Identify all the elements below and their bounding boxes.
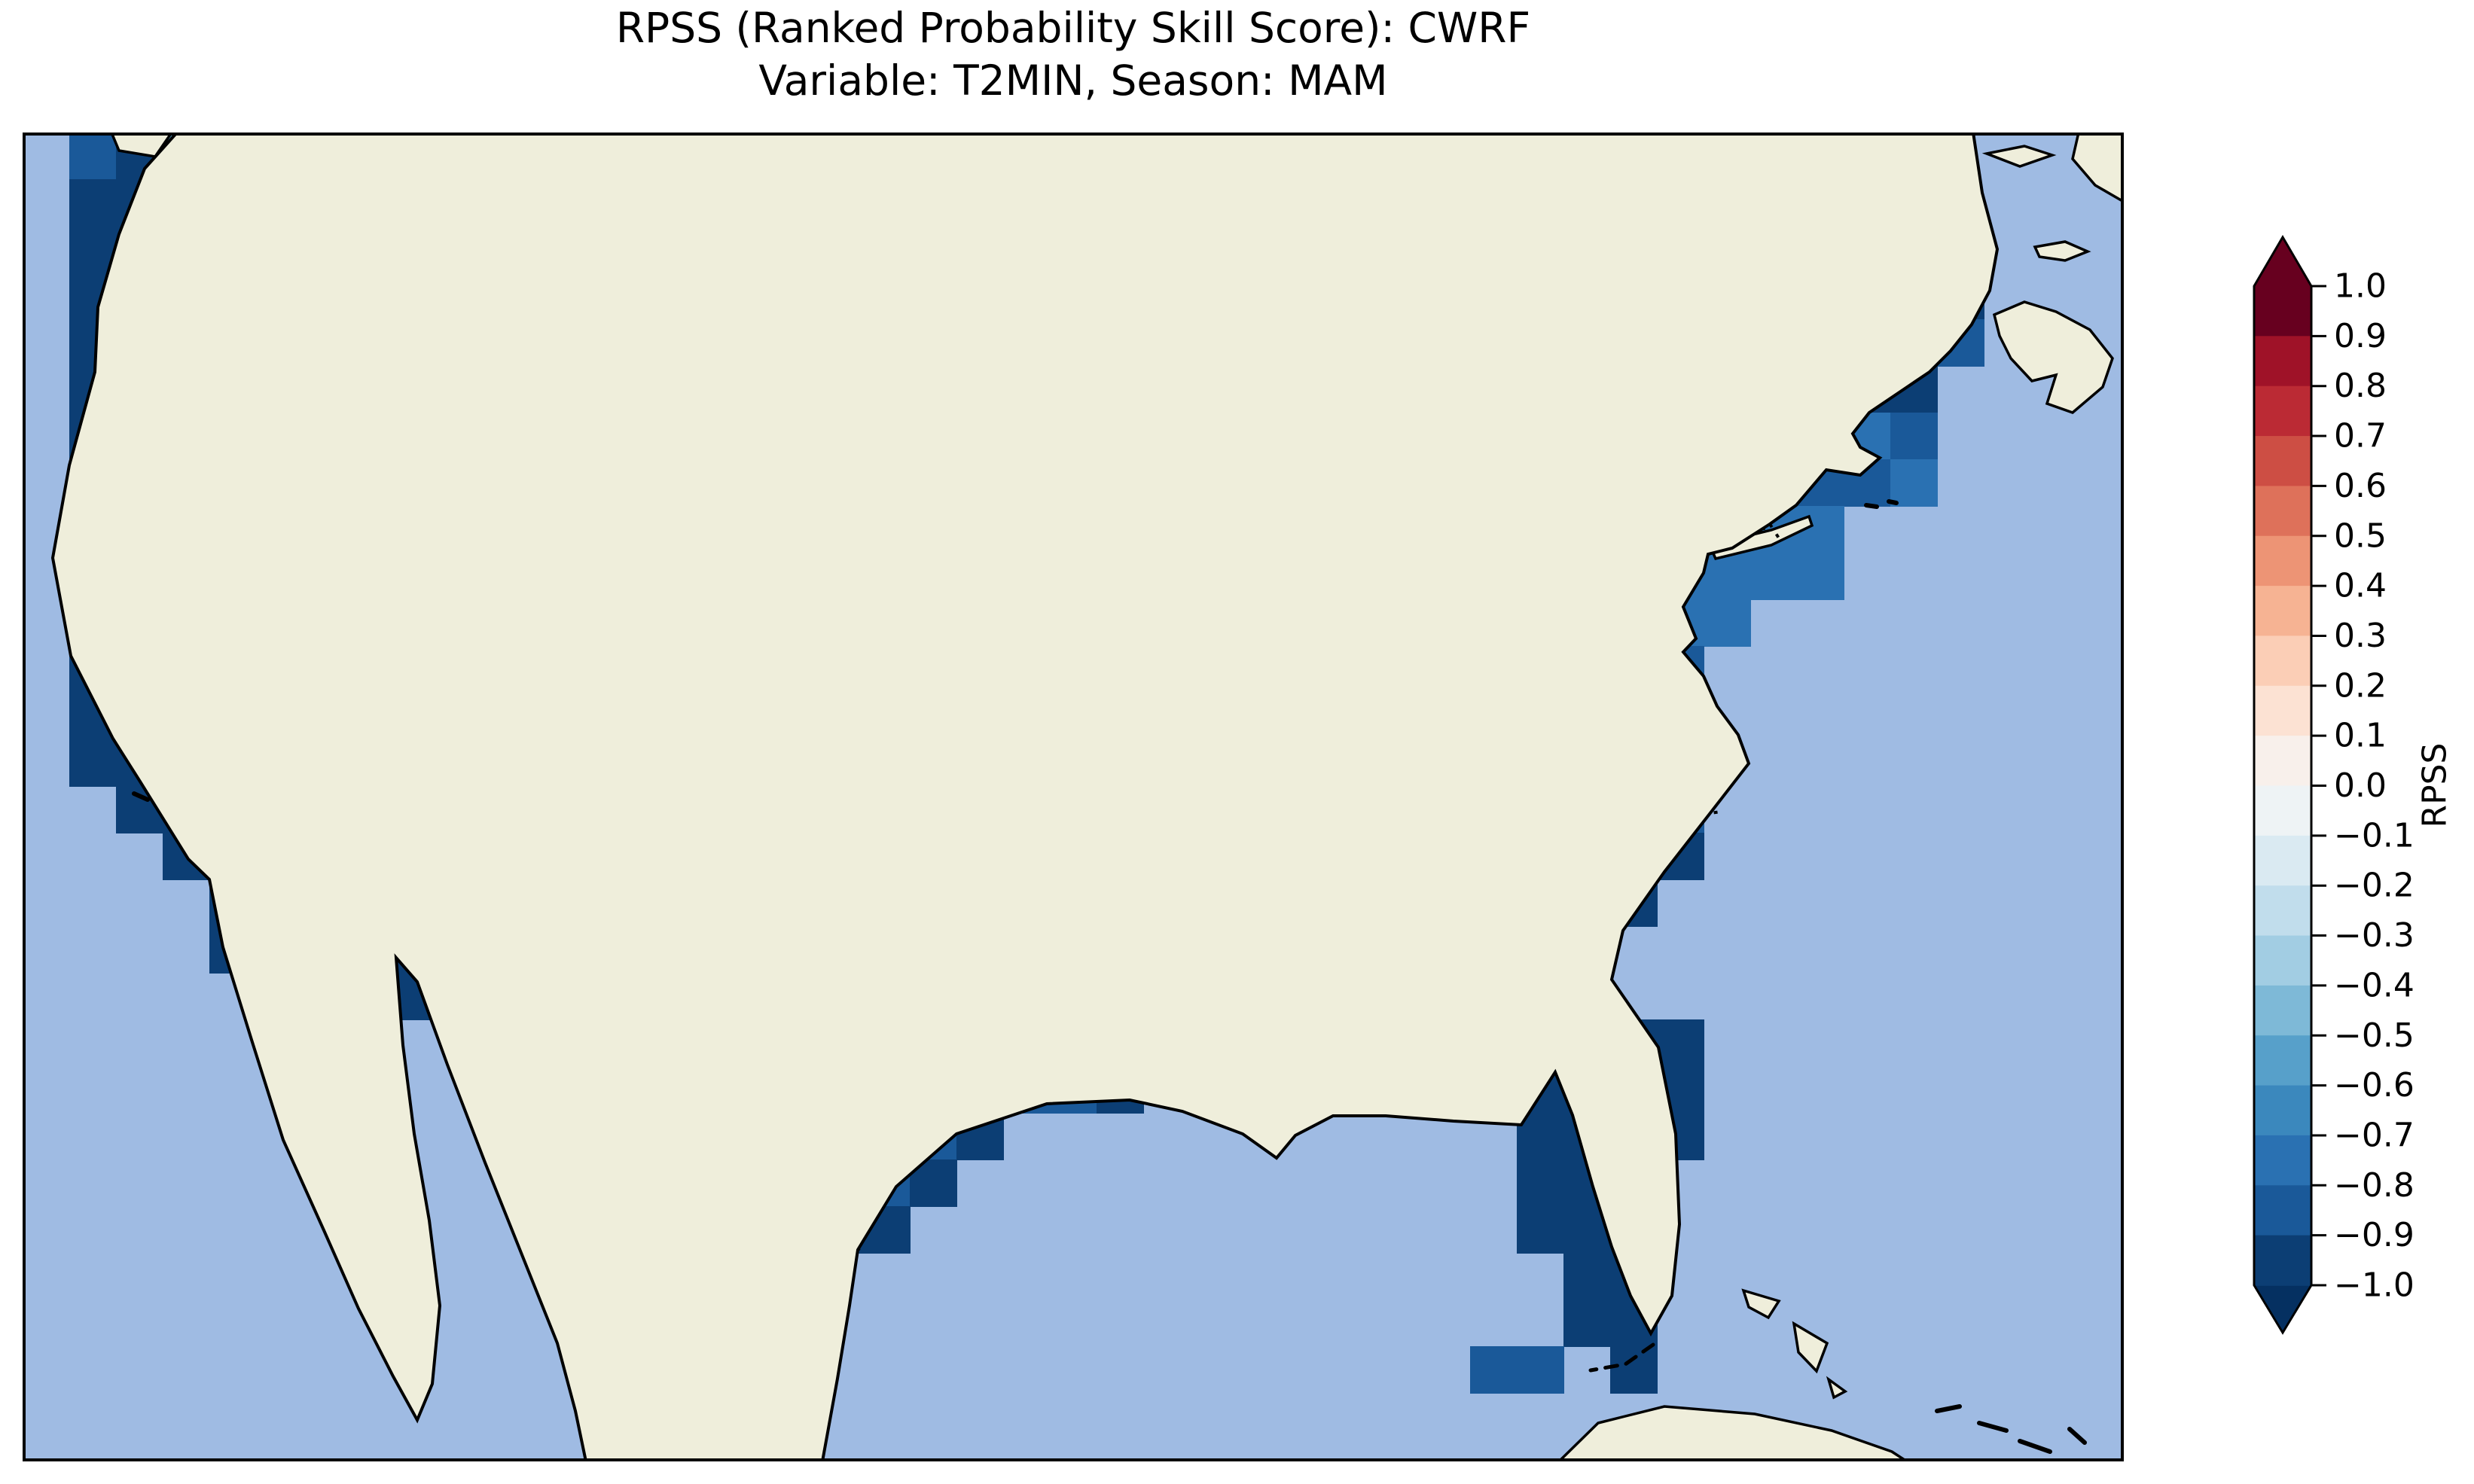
- newfoundland-corner: [2071, 133, 2124, 204]
- colorbar-tick-label: 0.5: [2334, 517, 2387, 555]
- colorbar-tick-label: −0.6: [2334, 1066, 2415, 1105]
- colorbar-segment: [2254, 436, 2311, 487]
- colorbar-segment: [2254, 885, 2311, 937]
- colorbar-tick-label: 0.7: [2334, 417, 2387, 456]
- colorbar-tick-label: −0.7: [2334, 1116, 2415, 1154]
- colorbar-axis-label: RPSS: [2416, 743, 2454, 828]
- colorbar-tick-label: 0.4: [2334, 567, 2387, 605]
- colorbar-tick-label: −0.3: [2334, 916, 2415, 955]
- grid-cell: [1610, 1346, 1658, 1394]
- map-panel: [23, 133, 2124, 1461]
- bahamas-island-2: [1792, 1321, 1829, 1374]
- colorbar-tick-label: 0.1: [2334, 717, 2387, 755]
- nantucket-icon: [1864, 499, 1899, 509]
- grid-cell: [1563, 1300, 1611, 1347]
- colorbar-segment: [2254, 1135, 2311, 1187]
- colorbar-segment: [2254, 586, 2311, 637]
- title-line-2: Variable: T2MIN, Season: MAM: [758, 56, 1388, 105]
- grid-cell: [1657, 1019, 1704, 1067]
- colorbar-tick-label: −0.2: [2334, 867, 2415, 905]
- colorbar-segment: [2254, 835, 2311, 886]
- grid-cell: [1797, 553, 1844, 600]
- colorbar-tick-label: 0.8: [2334, 367, 2387, 405]
- colorbar-segment: [2254, 486, 2311, 537]
- colorbar-segment: [2254, 535, 2311, 587]
- colorbar-segment: [2254, 785, 2311, 836]
- colorbar-tick-label: −0.5: [2334, 1016, 2415, 1055]
- colorbar-tick-label: −0.9: [2334, 1216, 2415, 1254]
- colorbar-segment: [2254, 635, 2311, 687]
- grid-cell: [1704, 553, 1751, 600]
- long-island: [1707, 514, 1814, 561]
- grid-cell: [69, 739, 117, 787]
- colorbar-svg: 1.0 0.9 0.8 0.7 0.6 0.5 0.4 0.3 0.2 0.1 0.0 −0.1 −0.…: [2253, 235, 2454, 1335]
- colorbar-segment: [2254, 1235, 2311, 1286]
- colorbar-segment: [2254, 685, 2311, 736]
- prince-edward-island: [2033, 240, 2091, 262]
- grid-cell: [1517, 1206, 1564, 1254]
- anticosti-island: [1981, 145, 2057, 168]
- colorbar-tick-label: −1.0: [2334, 1266, 2415, 1305]
- colorbar-segment: [2254, 1085, 2311, 1136]
- bahamas-island-1: [1741, 1288, 1781, 1320]
- chart-title: RPSS (Ranked Probability Skill Score): C…: [23, 2, 2124, 108]
- colorbar: 1.0 0.9 0.8 0.7 0.6 0.5 0.4 0.3 0.2 0.1 0.0 −0.1 −0.…: [2225, 218, 2474, 1370]
- colorbar-segment: [2254, 935, 2311, 986]
- colorbar-arrow-up: [2254, 237, 2311, 286]
- colorbar-arrow-down: [2254, 1285, 2311, 1333]
- grid-cell: [1704, 599, 1751, 647]
- islands-group: [110, 133, 2124, 1461]
- colorbar-segment: [2254, 336, 2311, 387]
- colorbar-segment: [2254, 985, 2311, 1037]
- florida-keys-icon: [1588, 1342, 1655, 1373]
- grid-cell: [1470, 1346, 1518, 1394]
- us-map: [23, 133, 2124, 1461]
- grid-cell: [1890, 459, 1938, 507]
- colorbar-tick-label: 0.9: [2334, 317, 2387, 355]
- colorbar-segment: [2254, 385, 2311, 437]
- colorbar-tick-label: 0.0: [2334, 766, 2387, 805]
- colorbar-tick-label: 0.6: [2334, 467, 2387, 505]
- colorbar-tick-label: −0.8: [2334, 1166, 2415, 1205]
- colorbar-tick-label: 0.3: [2334, 617, 2387, 655]
- grid-cell: [1563, 1253, 1611, 1300]
- colorbar-tick-label: 1.0: [2334, 267, 2387, 306]
- colorbar-tick-label: 0.2: [2334, 666, 2387, 705]
- colorbar-tick-label: −0.4: [2334, 966, 2415, 1004]
- title-line-1: RPSS (Ranked Probability Skill Score): C…: [615, 4, 1531, 52]
- grid-cell: [69, 133, 117, 180]
- map-frame-border: [23, 133, 2124, 1461]
- colorbar-segment: [2254, 1185, 2311, 1236]
- grid-cell: [1890, 413, 1938, 460]
- bahamas-island-3: [1826, 1376, 1848, 1400]
- colorbar-segment: [2254, 286, 2311, 337]
- colorbar-tick-label: −0.1: [2334, 816, 2415, 855]
- grid-cell: [1517, 1159, 1564, 1207]
- grid-cell: [1517, 1346, 1564, 1394]
- nova-scotia: [1992, 300, 2114, 414]
- grid-cell: [69, 179, 117, 227]
- grid-cell: [1750, 553, 1798, 600]
- antilles-islands-icon: [1935, 1404, 2087, 1454]
- colorbar-segment: [2254, 736, 2311, 787]
- colorbar-segment: [2254, 1035, 2311, 1086]
